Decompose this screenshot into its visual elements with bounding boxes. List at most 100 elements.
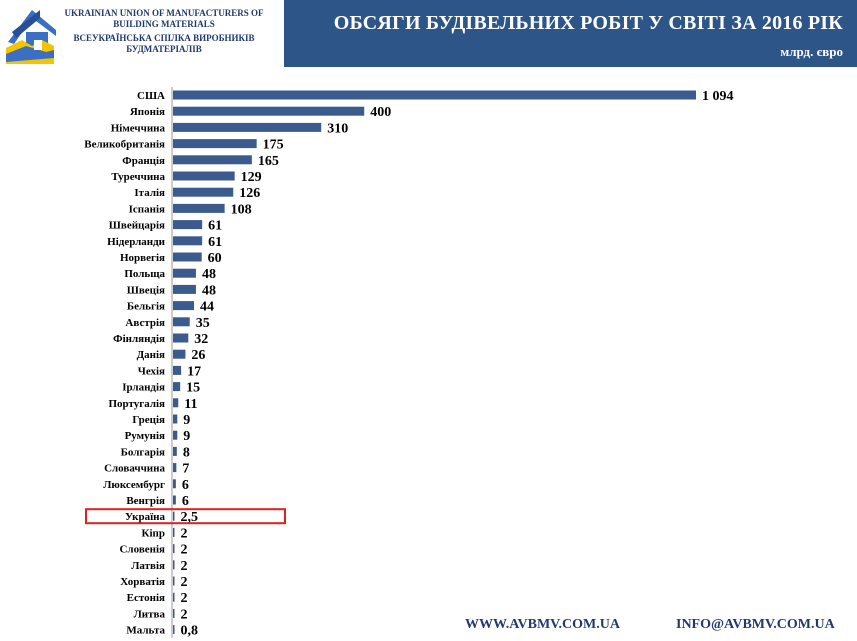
category-label: Кіпр [142, 527, 166, 539]
category-label: Італія [134, 187, 165, 199]
email-link[interactable]: INFO@AVBMV.COM.UA [676, 617, 835, 632]
bar [173, 495, 176, 505]
bar [173, 527, 175, 537]
bar [173, 284, 196, 294]
value-label: 2 [181, 559, 188, 574]
category-label: Чехія [138, 365, 165, 377]
value-label: 310 [327, 121, 348, 136]
category-label: Україна [125, 511, 166, 523]
org-name-en: UKRAINIAN UNION OF MANUFACTURERS OF BUIL… [64, 8, 264, 29]
value-label: 2 [181, 607, 188, 622]
bar [173, 139, 257, 149]
category-label: Швейцарія [109, 220, 165, 232]
category-label: Великобританія [84, 139, 165, 151]
bar [173, 430, 178, 440]
bar [173, 349, 186, 359]
category-label: Іспанія [129, 203, 165, 215]
category-label: Австрія [125, 317, 165, 329]
category-label: Греція [132, 414, 165, 426]
bar [173, 576, 175, 586]
org-name-ua: ВСЕУКРАЇНСЬКА СПІЛКА ВИРОБНИКІВ БУДМАТЕР… [73, 33, 255, 54]
value-label: 400 [370, 105, 391, 120]
value-label: 60 [208, 251, 222, 266]
category-label: Данія [137, 349, 165, 361]
bar [173, 592, 175, 602]
value-label: 165 [258, 154, 279, 169]
category-label: Ірландія [122, 382, 165, 394]
bar [173, 187, 234, 197]
category-label: Люксембург [103, 479, 165, 491]
value-label: 61 [208, 219, 222, 234]
value-label: 6 [182, 478, 189, 493]
bar [173, 414, 178, 424]
bar [173, 560, 175, 570]
value-label: 48 [202, 267, 216, 282]
value-label: 15 [186, 381, 200, 396]
value-label: 32 [194, 332, 208, 347]
category-label: Польща [124, 268, 165, 280]
bar [173, 398, 179, 408]
bar-chart: США 1 094 Японія 400 Німеччина 310 Великобрита… [84, 87, 734, 639]
category-label: Литва [134, 608, 166, 620]
title-banner: ОБСЯГИ БУДІВЕЛЬНИХ РОБІТ У СВІТІ ЗА 2016… [284, 0, 857, 67]
value-label: 2 [181, 526, 188, 541]
value-label: 0,8 [181, 624, 199, 639]
value-label: 8 [183, 445, 190, 460]
value-label: 175 [263, 138, 284, 153]
value-label: 9 [183, 413, 190, 428]
value-label: 26 [191, 348, 205, 363]
value-label: 7 [182, 462, 189, 477]
category-label: Румунія [125, 430, 165, 442]
value-label: 9 [183, 429, 190, 444]
bar [173, 317, 190, 327]
bar [173, 625, 175, 635]
value-label: 17 [187, 364, 201, 379]
category-label: Туреччина [111, 171, 165, 183]
bar [173, 122, 322, 132]
category-label: Фінляндія [113, 333, 165, 345]
bar [173, 106, 365, 116]
value-label: 11 [184, 397, 197, 412]
bar [173, 463, 177, 473]
website-link[interactable]: WWW.AVBMV.COM.UA [465, 617, 620, 632]
value-label: 61 [208, 235, 222, 250]
bar [173, 446, 177, 456]
bar [173, 544, 175, 554]
value-label: 129 [241, 170, 262, 185]
category-label: США [137, 90, 165, 102]
bar [173, 333, 189, 343]
value-label: 48 [202, 283, 216, 298]
bar [173, 252, 202, 262]
bar [173, 171, 235, 181]
category-label: Швеція [127, 284, 165, 296]
category-label: Мальта [126, 625, 165, 637]
value-label: 35 [196, 316, 210, 331]
category-label: Болгарія [121, 446, 165, 458]
bar [173, 203, 225, 213]
category-label: Португалія [108, 398, 165, 410]
bar [173, 365, 182, 375]
bar [173, 301, 195, 311]
value-label: 2 [181, 575, 188, 590]
bar [173, 155, 252, 165]
category-label: Словаччина [104, 463, 165, 475]
units-label: млрд. євро [780, 44, 843, 59]
value-label: 2 [181, 591, 188, 606]
bar [173, 608, 175, 618]
bar [173, 236, 203, 246]
bar [173, 382, 181, 392]
value-label: 6 [182, 494, 189, 509]
union-logo-icon [6, 10, 56, 64]
bar [173, 90, 696, 100]
value-label: 44 [200, 300, 214, 315]
value-label: 2,5 [181, 510, 199, 525]
category-label: Словенія [119, 544, 165, 556]
category-label: Латвія [131, 560, 165, 572]
value-label: 126 [239, 186, 260, 201]
value-label: 1 094 [702, 89, 734, 104]
value-label: 2 [181, 543, 188, 558]
chart-title: ОБСЯГИ БУДІВЕЛЬНИХ РОБІТ У СВІТІ ЗА 2016… [333, 12, 843, 34]
category-label: Венгрія [126, 495, 165, 507]
value-label: 108 [231, 202, 252, 217]
category-label: Естонія [127, 592, 165, 604]
